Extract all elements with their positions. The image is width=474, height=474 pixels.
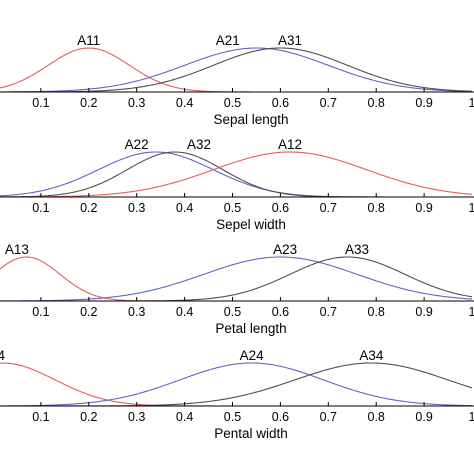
panel-3: 0.10.20.30.40.50.60.70.80.901A13A23A33Pe… — [0, 242, 474, 336]
curve-label-a11: A11 — [77, 33, 100, 48]
curve-label-a24: A24 — [240, 348, 265, 363]
x-tick-label: 0.2 — [80, 96, 97, 110]
x-tick-label: 0.7 — [320, 410, 337, 424]
x-tick-label: 0.4 — [176, 410, 193, 424]
x-tick-label: 0.2 — [80, 201, 97, 215]
x-tick-label: 0.5 — [224, 96, 241, 110]
x-tick-label: 0.1 — [32, 96, 49, 110]
x-tick-label: 1 — [469, 305, 474, 319]
series-curve-a31 — [0, 47, 473, 93]
x-tick-label: 0.1 — [32, 410, 49, 424]
x-tick-label: 1 — [469, 96, 474, 110]
x-axis-label: Sepel width — [216, 217, 286, 232]
x-tick-label: 0.5 — [224, 305, 241, 319]
curve-label-a33: A33 — [345, 242, 369, 257]
x-tick-label: 0.9 — [415, 201, 432, 215]
curve-label-a31: A31 — [278, 33, 302, 48]
x-tick-label: 0.9 — [415, 305, 432, 319]
x-tick-label: 0.8 — [368, 305, 385, 319]
x-tick-label: 0.7 — [320, 305, 337, 319]
x-tick-label: 0.7 — [320, 96, 337, 110]
x-tick-label: 0.5 — [224, 410, 241, 424]
x-axis-label: Petal length — [215, 321, 286, 336]
x-tick-label: 0.3 — [128, 305, 145, 319]
x-tick-label: 0.9 — [415, 96, 432, 110]
curve-label-a22: A22 — [125, 137, 149, 152]
series-curve-a11 — [0, 47, 472, 93]
x-tick-label: 0.1 — [32, 201, 49, 215]
panel-1: 0.10.20.30.40.50.60.70.80.901A11A21A31Se… — [0, 33, 474, 127]
series-curve-a32 — [0, 151, 472, 198]
curve-label-a23: A23 — [273, 242, 297, 257]
x-tick-label: 0.4 — [176, 96, 193, 110]
x-tick-label: 0.6 — [272, 305, 289, 319]
series-curve-a22 — [0, 151, 472, 198]
x-tick-label: 0.8 — [368, 96, 385, 110]
curve-label-a14: A14 — [0, 348, 5, 363]
x-tick-label: 0.4 — [176, 201, 193, 215]
x-tick-label: 0.1 — [32, 305, 49, 319]
x-axis-label: Sepal length — [213, 112, 288, 127]
series-curve-a14 — [0, 362, 472, 407]
curve-label-a32: A32 — [187, 137, 211, 152]
series-curve-a23 — [0, 256, 473, 302]
x-tick-label: 0.6 — [272, 201, 289, 215]
curve-label-a34: A34 — [359, 348, 384, 363]
curve-label-a21: A21 — [216, 33, 240, 48]
x-tick-label: 0.7 — [320, 201, 337, 215]
x-tick-label: 0.5 — [224, 201, 241, 215]
x-tick-label: 0.8 — [368, 410, 385, 424]
curve-label-a12: A12 — [278, 137, 302, 152]
series-curve-a34 — [0, 362, 473, 407]
x-axis-label: Pental width — [214, 426, 288, 441]
x-tick-label: 0.2 — [80, 410, 97, 424]
x-tick-label: 0.8 — [368, 201, 385, 215]
series-curve-a12 — [0, 151, 473, 198]
series-curve-a21 — [0, 47, 473, 93]
x-tick-label: 0.3 — [128, 201, 145, 215]
x-tick-label: 0.3 — [128, 96, 145, 110]
panel-2: 0.10.20.30.40.50.60.70.80.901A22A32A12Se… — [0, 137, 474, 232]
series-curve-a24 — [0, 362, 473, 407]
x-tick-label: 0.3 — [128, 410, 145, 424]
x-tick-label: 0.2 — [80, 305, 97, 319]
x-tick-label: 1 — [469, 201, 474, 215]
x-tick-label: 0.9 — [415, 410, 432, 424]
x-tick-label: 0.6 — [272, 96, 289, 110]
x-tick-label: 1 — [469, 410, 474, 424]
x-tick-label: 0.4 — [176, 305, 193, 319]
curve-label-a13: A13 — [5, 242, 29, 257]
x-tick-label: 0.6 — [272, 410, 289, 424]
panel-4: 0.10.20.30.40.50.60.70.80.901A14A24A34Pe… — [0, 348, 474, 441]
